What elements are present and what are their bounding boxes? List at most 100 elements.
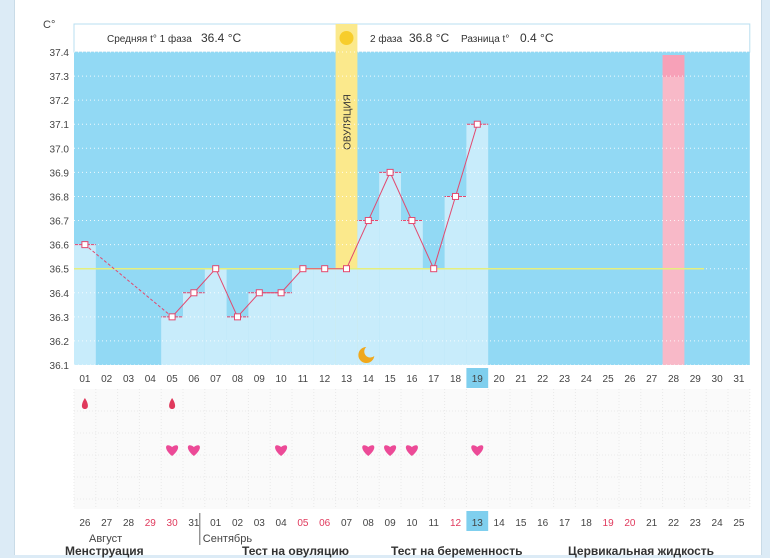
x-tick-label: 31 <box>733 374 745 385</box>
calendar-date: 25 <box>733 518 745 529</box>
temperature-point <box>81 241 89 249</box>
calendar-date: 17 <box>559 518 571 529</box>
phase2-label: 2 фаза <box>370 33 403 45</box>
temperature-point <box>234 313 241 321</box>
x-tick-label: 28 <box>668 374 680 385</box>
calendar-date: 21 <box>646 518 658 529</box>
calendar-date: 05 <box>297 518 309 529</box>
calendar-date: 03 <box>254 518 266 529</box>
footer-tab-pregnancy-test[interactable]: Тест на беременность <box>391 544 523 558</box>
calendar-date: 18 <box>581 518 593 529</box>
heart-icon <box>405 445 418 456</box>
temperature-point <box>452 192 459 200</box>
temperature-line-segment <box>433 196 456 269</box>
y-tick-label: 37.1 <box>50 120 70 131</box>
heart-icon <box>384 445 397 456</box>
menstruation-drop-icon <box>81 398 88 409</box>
x-tick-label: 22 <box>537 374 549 385</box>
x-tick-label: 21 <box>515 374 527 385</box>
x-tick-label: 24 <box>581 374 593 385</box>
calendar-date: 20 <box>624 518 636 529</box>
temperature-line-segment <box>389 172 413 221</box>
y-tick-label: 36.5 <box>50 265 70 276</box>
month-left-label: Август <box>89 533 122 545</box>
calendar-date: 30 <box>167 518 179 529</box>
heart-icon <box>275 445 288 456</box>
x-tick-label: 14 <box>363 374 375 385</box>
temperature-bar <box>444 196 467 365</box>
y-tick-label: 36.2 <box>50 337 70 348</box>
calendar-date: 22 <box>668 518 680 529</box>
today-marker <box>466 368 489 388</box>
calendar-date: 27 <box>101 518 113 529</box>
temperature-point <box>190 289 198 297</box>
menstruation-drop-icon <box>169 398 176 409</box>
temperature-line-segment <box>411 220 435 269</box>
diff-value: 0.4 °C <box>520 31 554 45</box>
footer-tab-menstruation[interactable]: Менструация <box>65 544 144 558</box>
x-tick-label: 11 <box>298 374 309 385</box>
temperature-point <box>321 265 329 273</box>
temperature-point <box>473 120 481 128</box>
footer-tab-cervical-fluid[interactable]: Цервикальная жидкость <box>568 544 715 558</box>
temperature-line-segment <box>171 292 195 318</box>
chart-card: Средняя t° 1 фаза 36.4 °C 2 фаза 36.8 °C Раз… <box>14 0 762 558</box>
temperature-line-segment <box>346 220 369 269</box>
diff-label: Разница t° <box>461 34 509 45</box>
y-tick-label: 36.4 <box>50 289 70 300</box>
x-tick-label: 18 <box>450 374 462 385</box>
y-tick-label: 37.2 <box>50 96 70 107</box>
y-tick-label: 36.1 <box>50 361 70 372</box>
today-date-marker <box>466 511 489 531</box>
temperature-point <box>212 265 220 273</box>
x-tick-label: 05 <box>167 374 179 385</box>
footer-tab-ovulation-test[interactable]: Тест на овуляцию <box>242 544 349 558</box>
calendar-date: 11 <box>429 518 440 529</box>
heart-icon <box>166 445 179 456</box>
temperature-point <box>364 217 372 225</box>
temperature-bar <box>226 316 249 365</box>
calendar-date: 06 <box>319 518 331 529</box>
x-tick-label: 13 <box>341 374 353 385</box>
y-tick-label: 36.8 <box>50 192 70 203</box>
calendar-date: 23 <box>690 518 702 529</box>
bbt-chart: Средняя t° 1 фаза 36.4 °C 2 фаза 36.8 °C Раз… <box>43 19 751 545</box>
calendar-date: 24 <box>712 518 724 529</box>
calendar-date: 09 <box>385 518 397 529</box>
temperature-bar <box>248 292 271 365</box>
temperature-point <box>408 217 416 225</box>
temperature-line-segment <box>455 124 478 197</box>
temperature-point <box>386 168 394 176</box>
calendar-date: 02 <box>232 518 244 529</box>
calendar-date: 15 <box>515 518 527 529</box>
temperature-line-segment <box>237 292 260 318</box>
y-tick-label: 36.3 <box>50 313 70 324</box>
calendar-date: 12 <box>450 518 462 529</box>
x-tick-label: 09 <box>254 374 266 385</box>
calendar-date: 14 <box>494 518 506 529</box>
y-tick-label: 36.7 <box>50 217 70 228</box>
temperature-point <box>343 265 350 273</box>
calendar-date: 29 <box>145 518 157 529</box>
temperature-bar <box>313 268 336 365</box>
temperature-point <box>277 289 285 297</box>
temperature-point <box>255 289 263 297</box>
temperature-point <box>430 265 438 273</box>
x-tick-label: 08 <box>232 374 244 385</box>
y-tick-label: 36.6 <box>50 241 70 252</box>
heart-icon <box>187 445 200 456</box>
month-right-label: Сентябрь <box>203 533 253 545</box>
calendar-date: 07 <box>341 518 353 529</box>
y-tick-label: 37.4 <box>50 48 70 59</box>
temperature-bar <box>204 268 227 365</box>
temperature-bar <box>422 268 445 365</box>
ovulation-label: ОВУЛЯЦИЯ <box>343 94 354 150</box>
header-strip <box>73 23 751 53</box>
x-tick-label: 30 <box>712 374 724 385</box>
calendar-date: 31 <box>188 518 200 529</box>
calendar-date: 01 <box>210 518 222 529</box>
temperature-line-segment <box>193 268 217 294</box>
phase2-value: 36.8 °C <box>409 31 449 45</box>
phase1-value: 36.4 °C <box>201 31 241 45</box>
temperature-line-segment <box>215 268 238 318</box>
